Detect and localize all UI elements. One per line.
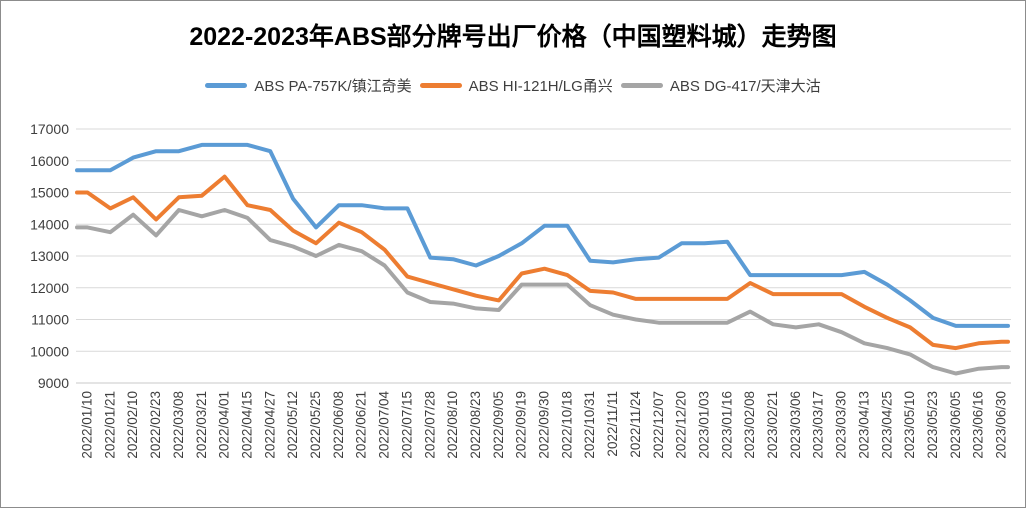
x-axis-label-28: 2023/01/16 xyxy=(719,391,734,459)
x-axis-label-27: 2023/01/03 xyxy=(696,391,711,459)
x-axis-label-9: 2022/05/12 xyxy=(285,391,300,459)
x-axis-label-26: 2022/12/20 xyxy=(674,391,689,459)
legend-swatch-0 xyxy=(205,83,248,88)
y-axis-label-15000: 15000 xyxy=(30,185,69,201)
x-axis-label-19: 2022/09/19 xyxy=(514,391,529,459)
y-axis-label-16000: 16000 xyxy=(30,153,69,169)
series-line-2 xyxy=(75,208,1010,376)
x-axis-label-5: 2022/03/21 xyxy=(194,391,209,459)
y-axis-label-12000: 12000 xyxy=(30,280,69,296)
x-axis-label-6: 2022/04/01 xyxy=(217,391,232,459)
x-axis-label-39: 2023/06/16 xyxy=(971,391,986,459)
legend-item-1: ABS HI-121H/LG甬兴 xyxy=(419,75,613,96)
x-axis-label-22: 2022/10/31 xyxy=(582,391,597,459)
x-axis-label-34: 2023/04/13 xyxy=(856,391,871,459)
x-axis-label-33: 2023/03/30 xyxy=(834,391,849,459)
x-axis-label-10: 2022/05/25 xyxy=(308,391,323,459)
x-axis-label-29: 2023/02/08 xyxy=(742,391,757,459)
x-axis-label-7: 2022/04/15 xyxy=(239,391,254,459)
x-axis-label-38: 2023/06/05 xyxy=(948,391,963,459)
y-axis-label-17000: 17000 xyxy=(30,121,69,137)
x-axis-label-14: 2022/07/15 xyxy=(399,391,414,459)
y-axis-label-9000: 9000 xyxy=(38,375,69,391)
series-line-0 xyxy=(75,142,1010,328)
legend-label-0: ABS PA-757K/镇江奇美 xyxy=(254,78,412,95)
x-axis-label-23: 2022/11/11 xyxy=(605,391,620,457)
x-axis-label-17: 2022/08/23 xyxy=(468,391,483,459)
y-axis-label-13000: 13000 xyxy=(30,248,69,264)
x-axis-label-8: 2022/04/27 xyxy=(262,391,277,459)
series-line-1 xyxy=(75,174,1010,351)
x-axis-label-11: 2022/06/08 xyxy=(331,391,346,459)
x-axis-label-40: 2023/06/30 xyxy=(994,391,1009,459)
x-axis-label-24: 2022/11/24 xyxy=(628,391,643,458)
x-axis-label-20: 2022/09/30 xyxy=(537,391,552,459)
x-axis-label-21: 2022/10/18 xyxy=(559,391,574,459)
x-axis-label-3: 2022/02/23 xyxy=(148,391,163,459)
x-axis-label-15: 2022/07/28 xyxy=(422,391,437,459)
y-axis-label-14000: 14000 xyxy=(30,216,69,232)
legend-swatch-2 xyxy=(620,83,663,88)
legend-item-0: ABS PA-757K/镇江奇美 xyxy=(205,75,412,96)
x-axis-label-16: 2022/08/10 xyxy=(445,391,460,459)
legend-label-2: ABS DG-417/天津大沽 xyxy=(669,78,821,95)
x-axis-label-25: 2022/12/07 xyxy=(651,391,666,459)
chart-title: 2022-2023年ABS部分牌号出厂价格（中国塑料城）走势图 xyxy=(189,23,837,51)
legend-item-2: ABS DG-417/天津大沽 xyxy=(620,75,821,96)
y-axis-label-10000: 10000 xyxy=(30,343,69,359)
legend: ABS PA-757K/镇江奇美 ABS HI-121H/LG甬兴 ABS DG-4… xyxy=(1,75,1025,96)
x-axis-label-31: 2023/03/06 xyxy=(788,391,803,459)
y-axis-label-11000: 11000 xyxy=(31,312,69,328)
x-axis-label-4: 2022/03/08 xyxy=(171,391,186,459)
x-axis-label-2: 2022/02/10 xyxy=(125,391,140,459)
legend-label-1: ABS HI-121H/LG甬兴 xyxy=(468,78,613,95)
x-axis-label-37: 2023/05/23 xyxy=(925,391,940,459)
x-axis-label-35: 2023/04/25 xyxy=(879,391,894,459)
x-axis-label-0: 2022/01/10 xyxy=(80,391,95,459)
x-axis-label-12: 2022/06/21 xyxy=(354,391,369,459)
legend-swatch-1 xyxy=(419,83,462,88)
x-axis-label-18: 2022/09/05 xyxy=(491,391,506,459)
x-axis-label-30: 2023/02/21 xyxy=(765,391,780,459)
x-axis-label-36: 2023/05/10 xyxy=(902,391,917,459)
x-axis-label-1: 2022/01/21 xyxy=(102,391,117,459)
x-axis-label-32: 2023/03/17 xyxy=(811,391,826,459)
x-axis-label-13: 2022/07/04 xyxy=(377,391,392,459)
